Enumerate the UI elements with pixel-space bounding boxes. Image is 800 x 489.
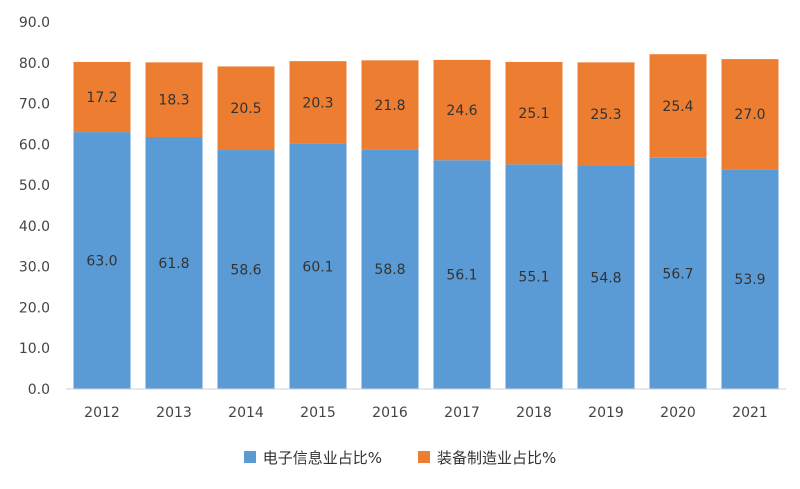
data-label-electronics: 58.6 bbox=[230, 263, 261, 279]
legend: 电子信息业占比% 装备制造业占比% bbox=[0, 444, 800, 470]
data-label-electronics: 58.8 bbox=[374, 262, 405, 278]
data-label-electronics: 61.8 bbox=[158, 256, 189, 272]
bar-equipment bbox=[721, 59, 779, 170]
x-tick-label: 2015 bbox=[300, 405, 336, 421]
y-tick-label: 90.0 bbox=[19, 15, 50, 31]
y-tick-label: 30.0 bbox=[19, 260, 50, 276]
data-label-electronics: 53.9 bbox=[734, 272, 765, 288]
data-label-equipment: 24.6 bbox=[446, 103, 477, 119]
bar-equipment bbox=[145, 62, 203, 137]
bar-equipment bbox=[361, 60, 419, 150]
data-label-electronics: 54.8 bbox=[590, 270, 621, 286]
bar-equipment bbox=[73, 61, 131, 133]
y-tick-label: 50.0 bbox=[19, 178, 50, 194]
bar-electronics bbox=[217, 150, 275, 389]
data-label-equipment: 18.3 bbox=[158, 93, 189, 109]
x-tick-label: 2020 bbox=[660, 405, 696, 421]
bar-electronics bbox=[505, 164, 563, 389]
legend-label-equipment: 装备制造业占比% bbox=[437, 448, 557, 467]
bar-electronics bbox=[361, 149, 419, 389]
legend-swatch-electronics bbox=[243, 451, 256, 463]
x-tick-label: 2012 bbox=[84, 405, 120, 421]
data-label-electronics: 55.1 bbox=[518, 270, 549, 286]
data-label-electronics: 56.7 bbox=[662, 266, 693, 282]
bar-equipment bbox=[649, 54, 707, 158]
data-label-equipment: 25.3 bbox=[590, 107, 621, 123]
data-label-electronics: 56.1 bbox=[446, 268, 477, 284]
y-tick-label: 20.0 bbox=[19, 300, 50, 316]
legend-label-electronics: 电子信息业占比% bbox=[262, 448, 382, 467]
bar-electronics bbox=[289, 143, 347, 389]
data-label-electronics: 63.0 bbox=[86, 254, 117, 270]
legend-item-electronics: 电子信息业占比% bbox=[243, 447, 382, 468]
x-tick-label: 2016 bbox=[372, 405, 408, 421]
data-label-equipment: 20.3 bbox=[302, 96, 333, 112]
y-tick-label: 10.0 bbox=[19, 341, 50, 357]
data-label-equipment: 25.1 bbox=[518, 106, 549, 122]
bar-electronics bbox=[721, 169, 779, 389]
bar-equipment bbox=[505, 61, 563, 165]
legend-swatch-equipment bbox=[418, 451, 430, 463]
data-label-equipment: 20.5 bbox=[230, 101, 261, 117]
bar-electronics bbox=[649, 157, 707, 389]
y-tick-label: 40.0 bbox=[19, 219, 50, 235]
bar-equipment bbox=[433, 59, 491, 161]
x-tick-label: 2013 bbox=[156, 405, 192, 421]
data-label-equipment: 21.8 bbox=[374, 98, 405, 114]
x-tick-label: 2019 bbox=[588, 405, 624, 421]
x-tick-label: 2014 bbox=[228, 405, 264, 421]
bar-equipment bbox=[577, 62, 635, 166]
data-label-equipment: 27.0 bbox=[734, 107, 765, 123]
bar-electronics bbox=[577, 165, 635, 389]
legend-item-equipment: 装备制造业占比% bbox=[418, 447, 556, 468]
bar-equipment bbox=[289, 61, 347, 144]
data-label-equipment: 17.2 bbox=[86, 90, 117, 106]
x-tick-label: 2017 bbox=[444, 405, 480, 421]
x-tick-label: 2018 bbox=[516, 405, 552, 421]
x-tick-label: 2021 bbox=[732, 405, 768, 421]
y-tick-label: 70.0 bbox=[19, 97, 50, 113]
y-tick-label: 0.0 bbox=[28, 382, 50, 398]
y-tick-label: 80.0 bbox=[19, 56, 50, 72]
bar-electronics bbox=[145, 136, 203, 389]
data-label-electronics: 60.1 bbox=[302, 259, 333, 275]
bar-electronics bbox=[433, 160, 491, 389]
bar-equipment bbox=[217, 66, 275, 151]
bar-electronics bbox=[73, 132, 131, 389]
data-label-equipment: 25.4 bbox=[662, 99, 693, 115]
y-tick-label: 60.0 bbox=[19, 137, 50, 153]
